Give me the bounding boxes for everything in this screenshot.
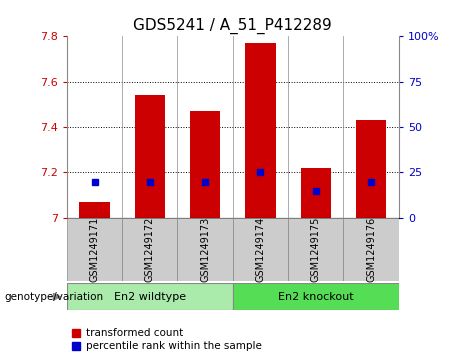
Bar [301,168,331,218]
Bar [190,111,220,218]
Text: genotype/variation: genotype/variation [5,292,104,302]
Text: En2 wildtype: En2 wildtype [114,292,186,302]
Bar [233,218,288,281]
Bar [343,218,399,281]
Bar [135,95,165,218]
Bar [67,218,122,281]
Bar [288,218,343,281]
Text: GSM1249175: GSM1249175 [311,217,321,282]
Text: GSM1249174: GSM1249174 [255,217,266,282]
Bar [122,218,177,281]
Bar [233,283,399,310]
Title: GDS5241 / A_51_P412289: GDS5241 / A_51_P412289 [133,17,332,33]
Bar [79,202,110,218]
Bar [356,120,386,218]
Bar [67,283,233,310]
Bar [245,43,276,218]
Text: GSM1249171: GSM1249171 [89,217,100,282]
Text: GSM1249173: GSM1249173 [200,217,210,282]
Text: GSM1249176: GSM1249176 [366,217,376,282]
Text: En2 knockout: En2 knockout [278,292,354,302]
Bar [177,218,233,281]
Legend: transformed count, percentile rank within the sample: transformed count, percentile rank withi… [72,328,261,351]
Text: GSM1249172: GSM1249172 [145,217,155,282]
